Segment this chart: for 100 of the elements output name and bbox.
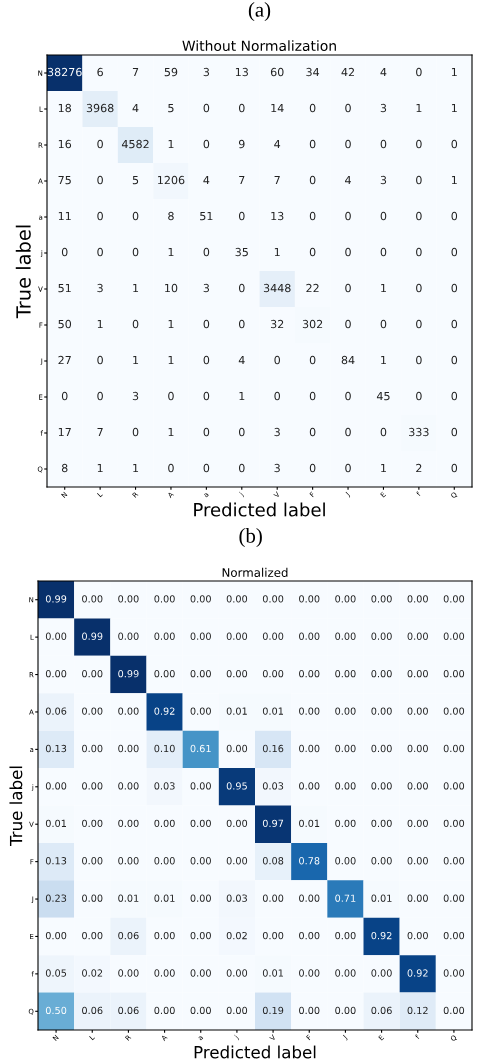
data-label: 0.00 [299, 595, 320, 603]
data-label: 0.00 [335, 857, 356, 865]
data-label: 22 [306, 283, 319, 293]
data-label: 0.92 [371, 931, 392, 940]
data-label: 0.00 [82, 595, 103, 603]
data-label: 1 [168, 319, 174, 329]
data-label: 0 [132, 211, 139, 221]
data-label: 0.19 [262, 1006, 284, 1015]
data-label: 1 [133, 283, 139, 293]
data-label: 1 [97, 463, 103, 473]
data-label: 0.00 [262, 670, 284, 678]
data-label: 13 [271, 211, 284, 221]
data-label: 0 [97, 139, 103, 149]
data-label: 0.01 [226, 707, 247, 715]
data-label: 1 [381, 355, 386, 365]
data-label: 0.61 [190, 744, 211, 753]
data-label: 0 [168, 391, 174, 401]
data-label: 0.00 [190, 819, 211, 828]
data-label: 5 [132, 175, 139, 185]
data-label: 0.71 [335, 894, 356, 902]
data-label: 0.00 [407, 819, 428, 828]
data-label: 0 [61, 391, 68, 401]
data-label: 0 [416, 283, 422, 293]
data-label: 0 [274, 391, 281, 401]
data-label: 0.05 [45, 969, 67, 977]
data-label: 0.99 [82, 632, 103, 640]
data-label: 0.00 [45, 670, 67, 678]
data-label: 0 [345, 391, 351, 401]
data-label: 0 [238, 283, 245, 293]
data-label: 59 [164, 67, 178, 77]
data-label: 0.02 [82, 969, 103, 977]
text: (a) [248, 2, 271, 21]
data-label: 0.00 [226, 969, 248, 977]
data-label: 0.08 [262, 857, 284, 865]
data-label: 0.00 [262, 931, 284, 940]
data-label: 0 [132, 319, 139, 329]
data-label: 0.00 [371, 969, 392, 977]
data-label: 0 [238, 463, 245, 473]
data-label: 0 [203, 319, 210, 329]
data-label: 0.23 [45, 894, 67, 902]
data-label: 0.01 [118, 894, 139, 902]
data-label: 0 [309, 211, 316, 221]
data-label: 4 [380, 67, 387, 77]
data-label: 0.00 [82, 894, 103, 902]
data-label: 0 [97, 247, 103, 257]
data-label: 4 [203, 175, 210, 185]
data-label: 0.01 [371, 894, 392, 902]
data-label: 0 [309, 427, 316, 437]
data-label: 3 [97, 283, 103, 293]
data-label: 0.00 [335, 782, 356, 790]
data-label: 18 [58, 103, 72, 113]
data-label: 0.78 [299, 857, 320, 865]
chart-title: Normalized [222, 567, 288, 577]
x-axis-title: Predicted label [194, 1045, 316, 1059]
data-label: 1 [451, 175, 457, 185]
data-label: 0.00 [371, 819, 392, 828]
data-label: 0 [203, 103, 210, 113]
data-label: 0.00 [407, 632, 428, 640]
data-label: 0.00 [154, 632, 175, 640]
data-label: 0.00 [371, 632, 392, 640]
data-label: 0.00 [154, 1006, 175, 1015]
data-label: 0.00 [407, 595, 428, 603]
data-label: 8 [61, 463, 68, 473]
data-label: 0 [416, 247, 422, 257]
data-label: 1 [133, 463, 139, 473]
data-label: 1 [381, 463, 386, 473]
data-label: 0 [309, 463, 316, 473]
data-label: 0.00 [190, 894, 211, 902]
data-label: 0.00 [335, 707, 356, 715]
data-label: 0 [97, 355, 103, 365]
data-label: 333 [409, 427, 429, 437]
data-label: 1 [451, 67, 457, 77]
data-label: 0.00 [226, 819, 248, 828]
data-label: 0 [203, 139, 210, 149]
data-label: 0 [416, 391, 422, 401]
data-label: 1 [133, 355, 139, 365]
data-label: 0.06 [45, 707, 67, 715]
data-label: 0.00 [299, 632, 320, 640]
data-label: 0.00 [190, 595, 211, 603]
data-label: 0.00 [82, 819, 103, 828]
data-label: 0.00 [443, 782, 465, 790]
data-label: 0.00 [443, 632, 465, 640]
data-label: 0 [380, 211, 387, 221]
data-label: 1 [239, 391, 245, 401]
data-label: 0 [274, 355, 281, 365]
data-label: 0.00 [154, 670, 175, 678]
data-label: 4 [238, 355, 245, 365]
data-label: 0.00 [226, 857, 248, 865]
data-label: 0 [416, 211, 422, 221]
data-label: 0 [203, 427, 210, 437]
data-label: 0.10 [154, 744, 175, 753]
data-label: 0.00 [443, 819, 465, 828]
data-label: 0.00 [118, 632, 139, 640]
data-label: 0.00 [371, 595, 392, 603]
data-label: 75 [58, 175, 71, 185]
data-label: 35 [235, 247, 248, 257]
data-label: 3 [274, 463, 280, 473]
data-label: 0.13 [45, 744, 67, 753]
data-label: 0.00 [443, 744, 465, 753]
data-label: 0.00 [118, 819, 139, 828]
